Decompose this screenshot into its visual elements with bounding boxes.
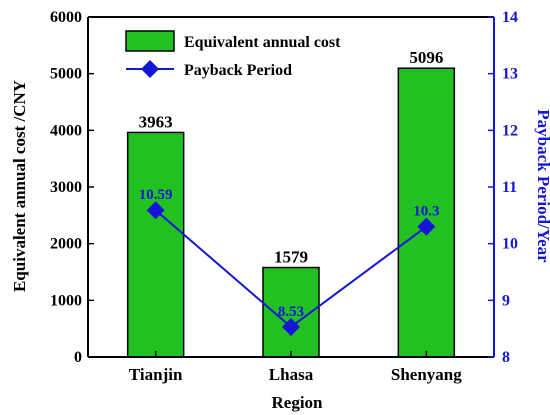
- legend-line-marker: [141, 60, 159, 78]
- axes-layer: [87, 16, 495, 358]
- line-layer: [146, 201, 436, 336]
- left-axis-title: Equivalent annual cost /CNY: [10, 80, 29, 292]
- bar-shenyang: [397, 67, 456, 358]
- payback-value-label: 10.59: [139, 187, 173, 203]
- legend-bar-swatch: [125, 30, 175, 52]
- bar-value-label: 5096: [409, 48, 443, 67]
- x-tick-label: Tianjin: [129, 365, 183, 384]
- payback-marker-lhasa: [282, 317, 300, 336]
- left-tick-label: 3000: [50, 179, 82, 196]
- right-tick-label: 8: [502, 349, 510, 366]
- left-tick-label: 1000: [50, 292, 82, 309]
- right-tick-label: 14: [502, 9, 518, 26]
- bar-value-label: 1579: [274, 248, 308, 267]
- right-tick-label: 11: [502, 179, 517, 196]
- labels-layer: 3963 1579 5096 10.59 8.53 10.3 0 1000 2000 3000 40…: [50, 9, 518, 384]
- payback-value-label: 10.3: [413, 204, 439, 220]
- x-tick-label: Lhasa: [269, 365, 314, 384]
- bar-tianjin: [126, 131, 185, 358]
- left-tick-label: 4000: [50, 122, 82, 139]
- payback-value-label: 8.53: [278, 304, 304, 320]
- left-tick-label: 0: [74, 349, 82, 366]
- legend-line-label: Payback Period: [184, 62, 292, 79]
- legend-bar-label: Equivalent annual cost: [184, 34, 341, 51]
- left-tick-label: 2000: [50, 236, 82, 253]
- x-tick-label: Shenyang: [391, 365, 462, 384]
- right-tick-label: 9: [502, 292, 510, 309]
- right-axis-title: Payback Period/Year: [534, 109, 550, 263]
- right-tick-label: 12: [502, 122, 518, 139]
- right-tick-label: 13: [502, 66, 518, 83]
- bars-layer: [126, 67, 456, 358]
- payback-marker-shenyang: [417, 217, 436, 236]
- right-tick-label: 10: [502, 236, 518, 253]
- left-tick-label: 6000: [50, 9, 82, 26]
- x-axis-title: Region: [272, 393, 324, 412]
- bar-value-label: 3963: [139, 112, 173, 131]
- legend: Equivalent annual cost Payback Period: [125, 30, 341, 79]
- payback-marker-tianjin: [146, 201, 165, 220]
- left-tick-label: 5000: [50, 66, 82, 83]
